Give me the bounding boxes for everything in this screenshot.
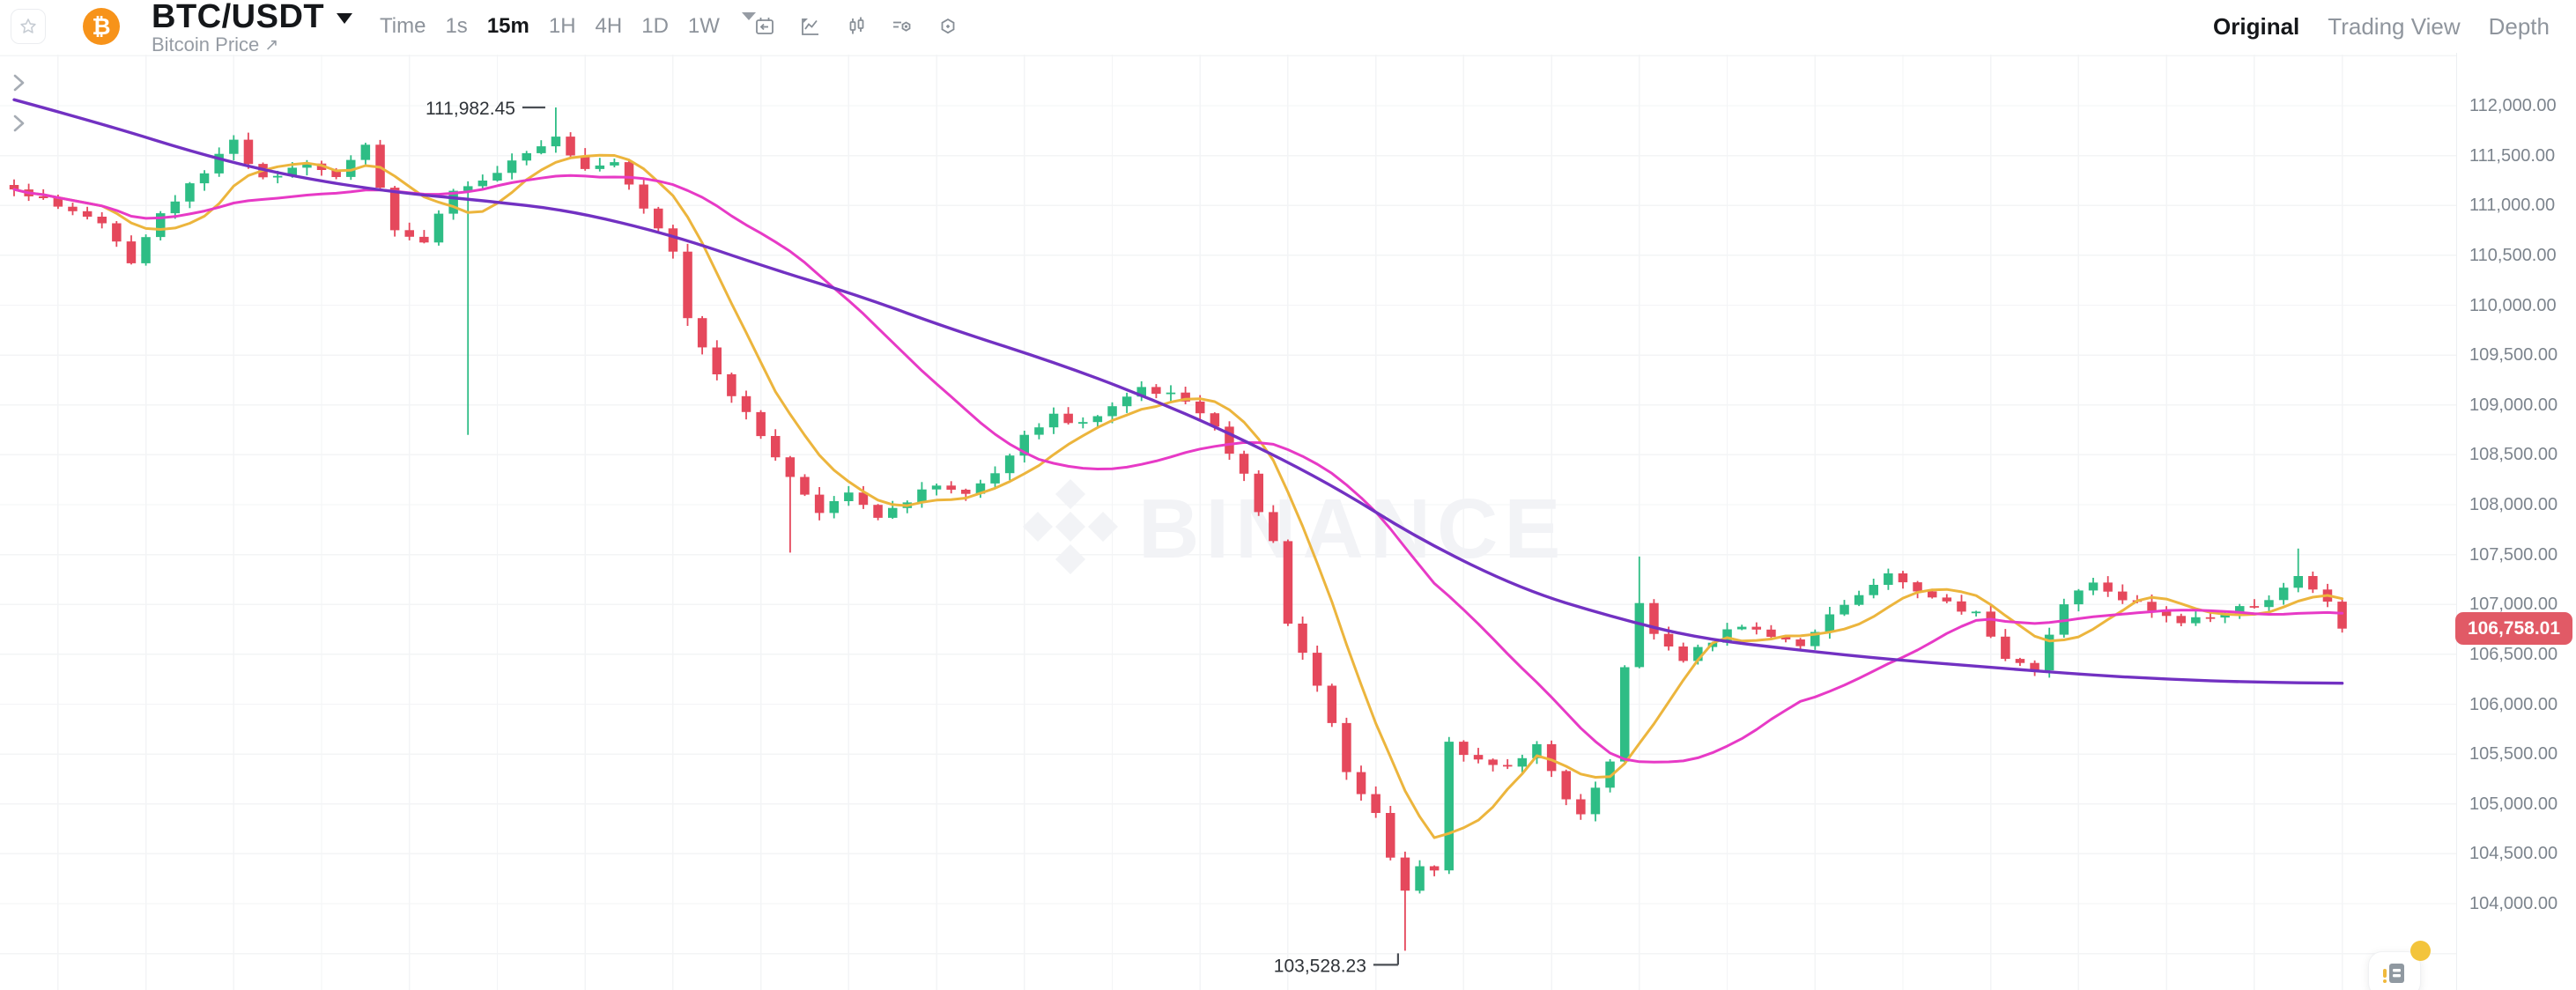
indicators-icon — [893, 21, 911, 32]
axis-tick-label: 106,500.00 — [2469, 644, 2558, 664]
candlestick-icon — [849, 17, 864, 34]
low-annotation: 103,528.23 — [1274, 953, 1400, 976]
tab-depth[interactable]: Depth — [2488, 12, 2550, 40]
price-chart-canvas[interactable]: BINANCE 111,982.45 103,528.23 — [0, 0, 2456, 990]
timeframe-1h[interactable]: 1H — [539, 14, 586, 39]
legend-expand-toggle-2[interactable] — [4, 109, 33, 137]
bitcoin-logo: ₿ — [83, 8, 120, 45]
timeframe-1w[interactable]: 1W — [678, 14, 729, 39]
tab-trading-view[interactable]: Trading View — [2328, 12, 2461, 40]
bitcoin-symbol: ₿ — [92, 12, 111, 40]
timeframe-15m[interactable]: 15m — [477, 14, 539, 39]
grid-lines — [0, 55, 2456, 990]
svg-text:BINANCE: BINANCE — [1138, 482, 1566, 576]
chart-style-button[interactable] — [795, 11, 826, 42]
ma-mid-line — [12, 174, 2344, 764]
go-to-date-button[interactable] — [749, 11, 781, 42]
axis-tick-label: 105,000.00 — [2469, 794, 2558, 814]
settings-icon — [941, 18, 955, 34]
axis-tick-label: 108,500.00 — [2469, 445, 2558, 465]
candles — [9, 107, 2347, 951]
line-chart-icon — [802, 18, 818, 35]
axis-tick-label: 104,500.00 — [2469, 844, 2558, 864]
chevron-right-icon — [13, 74, 25, 92]
axis-tick-label: 110,000.00 — [2469, 295, 2557, 315]
axis-tick-label: 106,000.00 — [2469, 694, 2558, 714]
caret-down-icon — [337, 13, 353, 24]
axis-tick-label: 110,500.00 — [2469, 245, 2557, 265]
binance-watermark: BINANCE — [1023, 479, 1566, 576]
star-icon — [20, 18, 36, 33]
chart-tools — [749, 0, 964, 53]
high-annotation: 111,982.45 — [426, 99, 545, 119]
axis-tick-label: 111,000.00 — [2469, 196, 2556, 216]
last-price-badge: 106,758.01 — [2455, 612, 2572, 646]
pair-title-block: BTC/USDT Bitcoin Price ↗ — [152, 0, 353, 56]
axis-tick-label: 111,500.00 — [2469, 145, 2556, 166]
timeframe-time[interactable]: Time — [370, 14, 435, 39]
ma-lines — [12, 98, 2344, 839]
chevron-right-icon — [13, 115, 25, 132]
pair-selector[interactable]: BTC/USDT — [152, 0, 353, 35]
ma-fast-line — [12, 153, 2344, 839]
last-price-value: 106,758.01 — [2467, 617, 2561, 639]
axis-tick-label: 104,000.00 — [2469, 894, 2558, 913]
ma-slow-line — [12, 98, 2344, 685]
timeframe-1s[interactable]: 1s — [435, 14, 477, 39]
calendar-icon — [756, 18, 774, 34]
axis-tick-label: 109,500.00 — [2469, 345, 2558, 366]
chart-area: BINANCE 111,982.45 103,528.23 — [0, 0, 2456, 990]
legend-expand-toggle[interactable] — [4, 69, 33, 97]
svg-text:111,982.45: 111,982.45 — [426, 99, 515, 119]
subtitle-label: Bitcoin Price — [152, 33, 260, 55]
axis-tick-label: 108,000.00 — [2469, 495, 2558, 514]
external-link-icon: ↗ — [264, 35, 279, 55]
bitcoin-price-link[interactable]: Bitcoin Price ↗ — [152, 33, 352, 56]
axis-tick-label: 107,000.00 — [2469, 595, 2558, 615]
news-icon — [2383, 964, 2404, 983]
tab-original[interactable]: Original — [2213, 12, 2300, 40]
indicators-button[interactable] — [886, 11, 918, 42]
timeframe-bar: Time 1s 15m 1H 4H 1D 1W — [370, 0, 759, 53]
page-title: BTC/USDT — [152, 0, 325, 35]
price-axis[interactable]: 106,758.01 112,000.00 111,500.00 111,000.0… — [2455, 53, 2576, 990]
view-tabs: Original Trading View Depth — [2213, 0, 2550, 53]
favorite-button[interactable] — [11, 9, 46, 44]
axis-tick-label: 105,500.00 — [2469, 744, 2558, 765]
news-button[interactable] — [2368, 951, 2421, 990]
chart-header: ₿ BTC/USDT Bitcoin Price ↗ Time 1s 15m 1H 4H… — [0, 0, 2576, 56]
axis-tick-label: 112,000.00 — [2469, 96, 2557, 115]
axis-tick-label: 107,500.00 — [2469, 544, 2558, 565]
timeframe-1d[interactable]: 1D — [632, 14, 678, 39]
axis-tick-label: 109,000.00 — [2469, 395, 2558, 415]
timeframe-4h[interactable]: 4H — [586, 14, 633, 39]
notification-dot — [2410, 941, 2431, 961]
candlestick-style-button[interactable] — [840, 11, 872, 42]
chart-settings-button[interactable] — [932, 11, 964, 42]
svg-text:103,528.23: 103,528.23 — [1274, 956, 1366, 976]
